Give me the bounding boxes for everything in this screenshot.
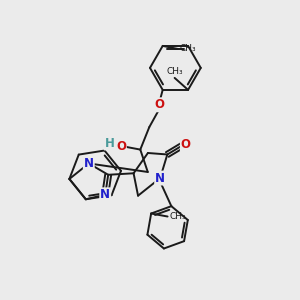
Text: CH₃: CH₃ [179,44,196,53]
Text: CH₃: CH₃ [169,212,186,221]
Text: CH₃: CH₃ [166,67,183,76]
Text: O: O [155,98,165,111]
Text: N: N [155,172,165,184]
Text: H: H [105,136,115,149]
Text: N: N [100,188,110,201]
Text: O: O [181,138,191,152]
Text: N: N [84,157,94,170]
Text: O: O [116,140,126,153]
